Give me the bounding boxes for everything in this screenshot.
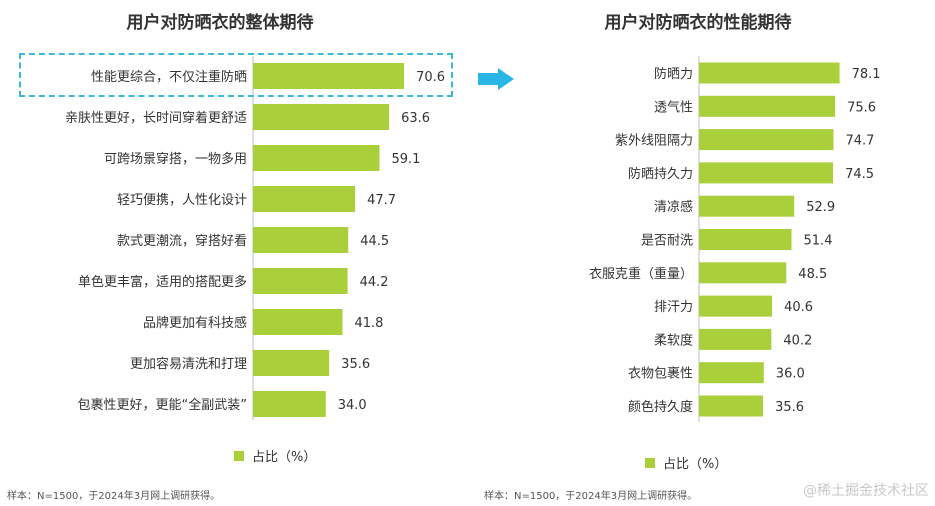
right-chart-title: 用户对防晒衣的性能期待 [604, 13, 792, 33]
left-category-label: 款式更潮流，穿搭好看 [117, 233, 247, 249]
right-value-label: 40.2 [783, 333, 812, 348]
right-legend-label: 占比（%） [663, 457, 728, 472]
right-bar [699, 328, 772, 350]
left-sample-note: 样本：N=1500，于2024年3月网上调研获得。 [7, 491, 221, 502]
right-value-label: 48.5 [798, 267, 827, 282]
right-category-label: 衣服克重（重量） [589, 266, 693, 282]
left-value-label: 63.6 [401, 111, 430, 126]
highlight-box [19, 53, 453, 97]
right-value-label: 78.1 [852, 67, 881, 82]
right-category-label: 柔软度 [654, 332, 693, 348]
left-category-label: 品牌更加有科技感 [143, 315, 247, 331]
right-bar [699, 229, 792, 250]
left-category-label: 轻巧便携，人性化设计 [117, 192, 247, 208]
right-value-label: 51.4 [804, 234, 833, 249]
left-value-label: 41.8 [354, 316, 383, 331]
left-category-label: 单色更丰富，适用的搭配更多 [78, 274, 247, 290]
right-bar-chart: 防晒力 78.1 透气性 75.6 紫外线阻隔力 74.7 防晒持久力 74.5 清凉感 52.9… [589, 56, 881, 422]
right-bar [699, 129, 834, 151]
left-bar [253, 104, 390, 130]
left-legend-swatch [234, 450, 244, 461]
left-bar [253, 227, 349, 253]
left-bar [253, 63, 405, 89]
left-bar [253, 186, 356, 212]
left-bar-chart: 性能更综合，不仅注重防晒 70.6 亲肤性更好，长时间穿着更舒适 63.6 可跨场景穿搭… [65, 56, 445, 420]
right-category-label: 紫外线阻隔力 [615, 134, 693, 149]
right-category-label: 衣物包裹性 [628, 366, 693, 382]
right-bar [699, 195, 795, 217]
right-category-label: 排汗力 [654, 300, 693, 315]
left-value-label: 44.2 [360, 275, 389, 290]
left-bar [253, 145, 380, 171]
right-category-label: 是否耐洗 [641, 234, 693, 249]
left-category-label: 包裹性更好，更能“全副武装” [78, 397, 247, 413]
right-bar [699, 395, 764, 417]
right-bar [699, 362, 764, 384]
right-category-label: 防晒力 [654, 66, 693, 82]
left-value-label: 35.6 [341, 357, 370, 372]
watermark: @稀土掘金技术社区 [803, 483, 929, 499]
left-value-label: 34.0 [338, 398, 367, 413]
left-category-label: 更加容易清洗和打理 [130, 356, 247, 372]
right-category-label: 透气性 [654, 99, 693, 115]
right-category-label: 颜色持久度 [628, 399, 693, 415]
left-bar [253, 309, 343, 335]
left-value-label: 47.7 [367, 193, 396, 208]
left-category-label: 性能更综合，不仅注重防晒 [91, 69, 247, 85]
right-value-label: 40.6 [784, 300, 813, 315]
left-value-label: 70.6 [416, 70, 445, 85]
right-bar [699, 62, 840, 84]
right-bar [699, 95, 836, 117]
right-arrow-icon [478, 68, 514, 90]
left-value-label: 44.5 [360, 234, 389, 249]
left-bar [253, 350, 330, 376]
right-value-label: 74.5 [845, 167, 874, 182]
right-value-label: 35.6 [775, 400, 804, 415]
right-category-label: 防晒持久力 [628, 166, 693, 182]
left-value-label: 59.1 [391, 152, 420, 167]
right-value-label: 75.6 [847, 100, 876, 115]
right-legend-swatch [645, 457, 655, 468]
left-bar [253, 268, 348, 294]
right-bar [699, 295, 773, 317]
left-legend: 占比（%） [234, 446, 316, 465]
left-chart-title: 用户对防晒衣的整体期待 [126, 13, 314, 33]
left-category-label: 亲肤性更好，长时间穿着更舒适 [65, 110, 247, 126]
left-bar [253, 391, 326, 417]
right-value-label: 74.7 [845, 134, 874, 149]
left-category-label: 可跨场景穿搭，一物多用 [104, 151, 247, 167]
right-bar [699, 262, 787, 284]
right-bar [699, 162, 834, 184]
right-sample-note: 样本：N=1500，于2024年3月网上调研获得。 [484, 491, 698, 502]
left-legend-label: 占比（%） [252, 450, 317, 465]
right-category-label: 清凉感 [654, 199, 693, 215]
right-value-label: 36.0 [776, 367, 805, 382]
right-legend: 占比（%） [645, 453, 727, 472]
right-value-label: 52.9 [806, 200, 835, 215]
